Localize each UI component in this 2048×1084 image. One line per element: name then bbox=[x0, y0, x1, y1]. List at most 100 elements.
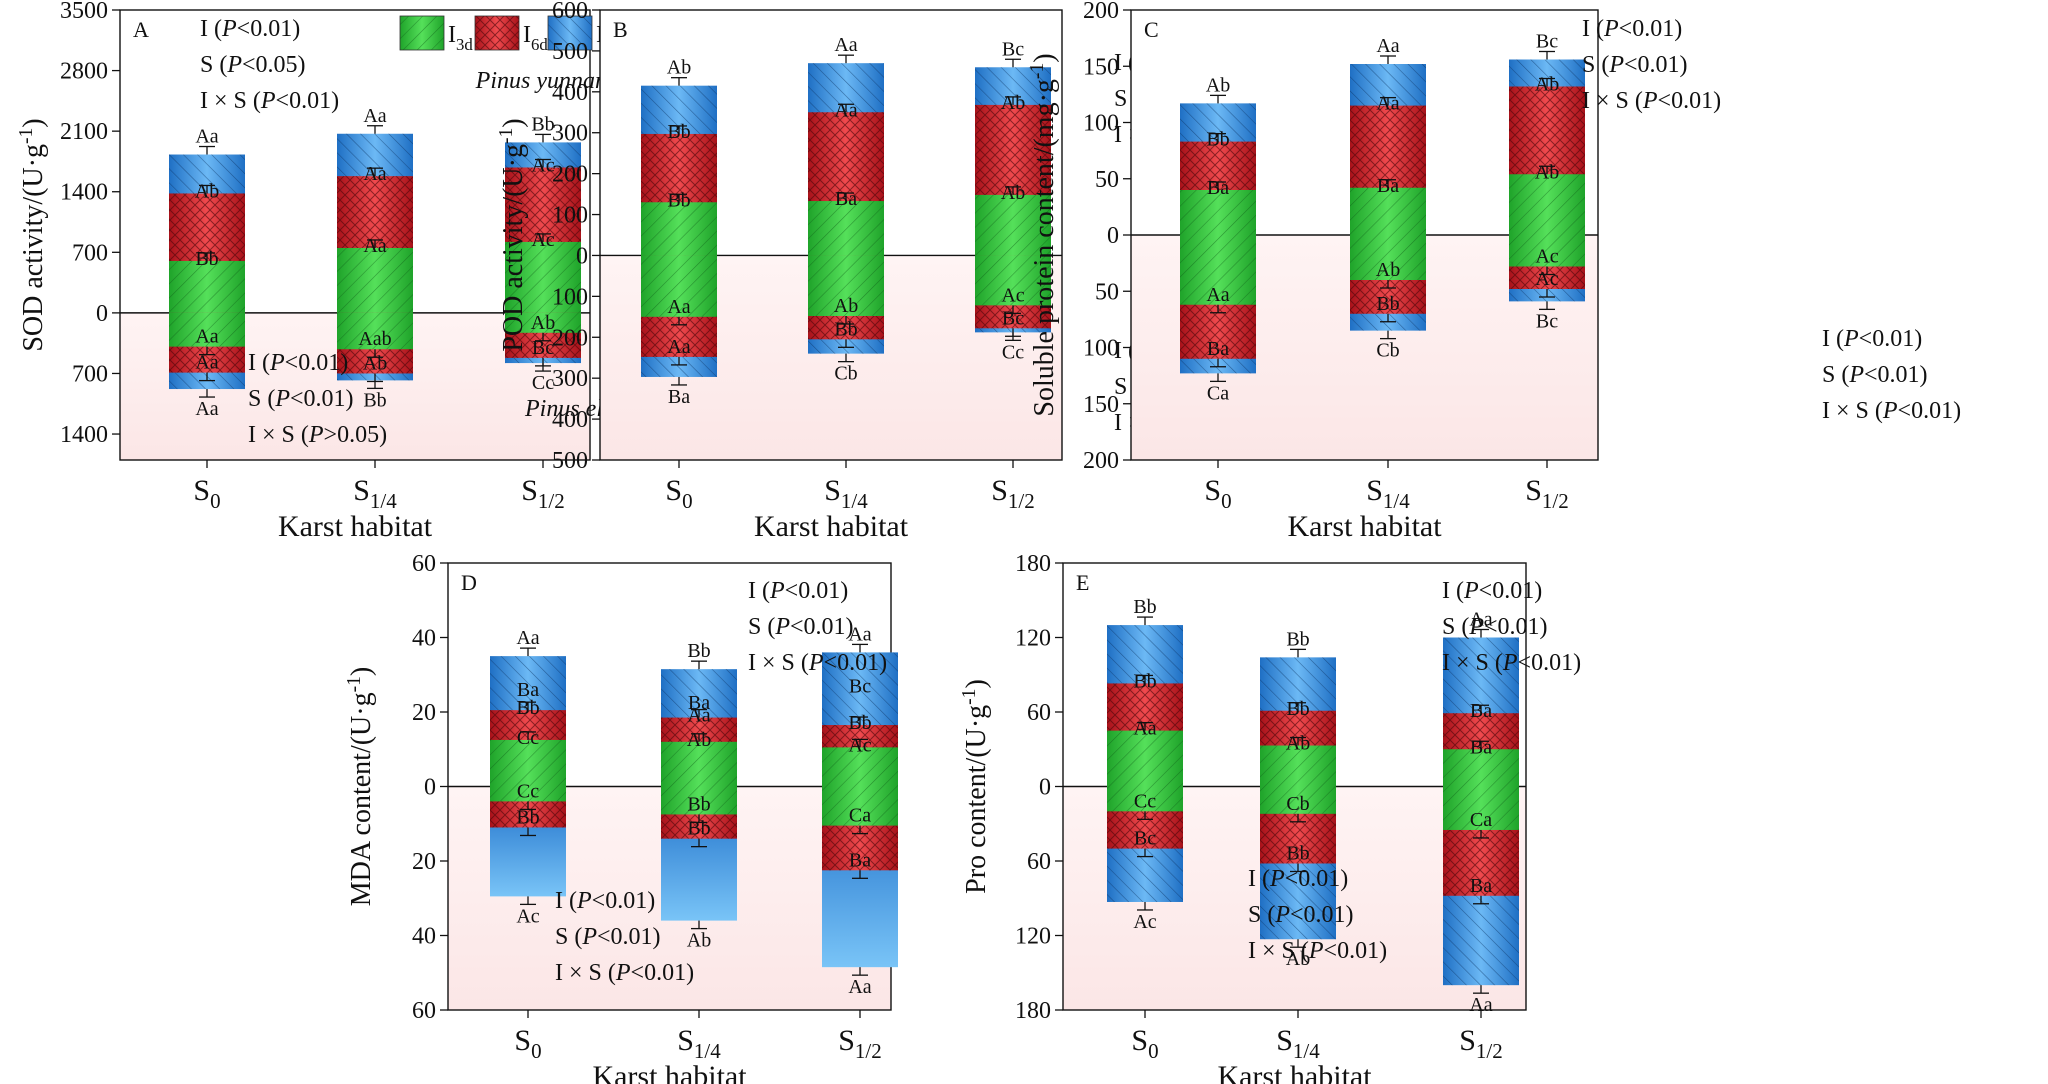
sig-letter-top: Aa bbox=[1469, 609, 1492, 631]
sig-letter-top: Ab bbox=[1535, 74, 1559, 96]
y-tick-label: 300 bbox=[552, 366, 588, 392]
bar-bottom-hatch-i3d bbox=[822, 786, 898, 826]
sig-letter-bottom: Bc bbox=[1002, 307, 1024, 329]
sig-letter-bottom: Aa bbox=[1206, 284, 1229, 306]
sig-letter-top: Ab bbox=[1001, 182, 1025, 204]
sig-letter-bottom: Cb bbox=[834, 363, 857, 385]
sig-letter-bottom: Ab bbox=[687, 930, 711, 952]
bar-bottom-hatch-i3d bbox=[1260, 786, 1336, 814]
bar-top-hatch-i3d bbox=[1107, 730, 1183, 787]
sig-letter-bottom: Ab bbox=[834, 295, 858, 317]
sig-letter-bottom: Bb bbox=[516, 806, 539, 828]
sig-letter-bottom: Ac bbox=[1133, 911, 1156, 933]
sig-letter-bottom: Ca bbox=[849, 805, 871, 827]
y-tick-label: 120 bbox=[1015, 924, 1051, 950]
panel-e: 180 120 60 0 60 120 180 Pro content/(U·g-1) S0 S1… bbox=[959, 551, 1581, 1084]
y-tick-label: 180 bbox=[1015, 998, 1051, 1024]
stats-top: I (P<0.01) S (P<0.05) I × S (P<0.01) bbox=[200, 16, 339, 114]
sig-letter-bottom: Aa bbox=[1469, 994, 1492, 1016]
bar-top-hatch-i3d bbox=[822, 747, 898, 787]
sig-letter-bottom: Ab bbox=[531, 312, 555, 334]
sig-letter-bottom: Bb bbox=[834, 318, 857, 340]
x-tick-label-s1-2: S1/2 bbox=[1459, 1024, 1503, 1063]
x-axis-label: Karst habitat bbox=[1217, 1060, 1372, 1084]
panel-letter: D bbox=[461, 570, 477, 595]
bar-group-s0: Cc Cc Bb Bb Aa Ac Ba bbox=[490, 627, 566, 927]
y-tick-label: 200 bbox=[1083, 448, 1119, 474]
x-tick-label-s1-2: S1/2 bbox=[838, 1024, 882, 1063]
x-tick-label-s0: S0 bbox=[1204, 474, 1231, 513]
bar-top-hatch-i3d bbox=[661, 741, 737, 787]
y-tick-label: 0 bbox=[1107, 223, 1119, 249]
sig-letter-top: Bb bbox=[195, 248, 218, 270]
sig-letter-top: Aa bbox=[834, 34, 857, 56]
y-tick-label: 0 bbox=[1039, 775, 1051, 801]
stat-bottom-line: S (P<0.01) bbox=[1248, 902, 1354, 928]
x-tick-label-s1-2: S1/2 bbox=[1525, 474, 1569, 513]
bar-top-hatch-i3d bbox=[1509, 174, 1585, 235]
stat-top-line: I × S (P<0.01) bbox=[200, 88, 339, 114]
plot-frame bbox=[119, 9, 591, 461]
y-tick-label: 500 bbox=[552, 39, 588, 65]
sig-letter-top: Bc bbox=[1002, 38, 1024, 60]
stats-top: I (P<0.01) S (P<0.01) I × S (P<0.01) bbox=[748, 578, 887, 676]
bar-bottom-hatch-i3d bbox=[1443, 786, 1519, 830]
y-tick-label: 600 bbox=[552, 0, 588, 24]
stat-top-line: I × S (P<0.01) bbox=[748, 650, 887, 676]
y-tick-label: 20 bbox=[412, 700, 436, 726]
bar-top-hatch-i3d bbox=[505, 241, 581, 313]
sig-letter-bottom: Cb bbox=[1286, 793, 1309, 815]
y-tick-label: 2100 bbox=[60, 119, 108, 145]
sig-letter-top: Bb bbox=[1206, 129, 1229, 151]
sig-letter-top: Ac bbox=[531, 229, 554, 251]
x-tick-label-s0: S0 bbox=[1131, 1024, 1158, 1063]
stat-top-line: S (P<0.01) bbox=[1442, 614, 1548, 640]
stat-top-line: I (P<0.01) bbox=[748, 578, 848, 604]
bar-group-s1-4: Ab Cb Bb Bb Bb Ab bbox=[1260, 628, 1336, 970]
y-tick-label: 500 bbox=[552, 448, 588, 474]
bar-top-hatch-i3d bbox=[337, 247, 413, 313]
y-tick-label: 50 bbox=[1095, 279, 1119, 305]
sig-letter-bottom: Ac bbox=[1535, 268, 1558, 290]
stat-top-line: I (P<0.01) bbox=[1582, 16, 1682, 42]
y-tick-label: 0 bbox=[424, 775, 436, 801]
sig-letter-top: Bb bbox=[687, 640, 710, 662]
x-tick-label-s1-4: S1/4 bbox=[353, 474, 397, 513]
stats-top: I (P<0.01) S (P<0.01) I × S (P<0.01) bbox=[1582, 16, 1721, 114]
stat-bottom-line: I × S (P<0.01) bbox=[1822, 398, 1961, 424]
stat-bottom-line: S (P<0.01) bbox=[248, 386, 354, 412]
sig-letter-top: Ac bbox=[848, 734, 871, 756]
y-tick-label: 1400 bbox=[60, 180, 108, 206]
stat-bottom-line: S (P<0.01) bbox=[555, 924, 661, 950]
sig-letter-bottom: Cc bbox=[532, 372, 554, 394]
y-tick-label: 120 bbox=[1015, 626, 1051, 652]
bar-group-s1-4: Ba Ab Aa Bb Aa Cb bbox=[808, 34, 884, 385]
sig-letter-bottom: Ba bbox=[1470, 875, 1492, 897]
stat-bottom-line: I (P<0.01) bbox=[1248, 866, 1348, 892]
sig-letter-bottom: Bb bbox=[687, 818, 710, 840]
y-tick-label: 700 bbox=[72, 240, 108, 266]
y-tick-label: 100 bbox=[552, 284, 588, 310]
bar-bottom-hatch-i3d bbox=[975, 255, 1051, 306]
plot-frame bbox=[599, 9, 1063, 461]
y-tick-label: 200 bbox=[1083, 0, 1119, 24]
sig-letter-top: Ba bbox=[835, 188, 857, 210]
panel-c: 200 150 100 50 0 50 100 150 200 Soluble protein c… bbox=[1027, 0, 1961, 543]
bar-top-hatch-i3d bbox=[975, 194, 1051, 256]
bar-bottom-hatch-i3d bbox=[661, 786, 737, 815]
bar-bottom-hatch-i3d bbox=[641, 255, 717, 317]
sig-letter-bottom: Aa bbox=[195, 398, 218, 420]
bar-top-hatch-i3d bbox=[641, 202, 717, 256]
y-tick-label: 60 bbox=[1027, 849, 1051, 875]
sig-letter-bottom: Aa bbox=[667, 296, 690, 318]
y-tick-label: 180 bbox=[1015, 551, 1051, 577]
x-axis-label: Karst habitat bbox=[278, 510, 433, 543]
bar-group-s1-2: Ac Ca Bb Ba Aa Aa Bc bbox=[822, 623, 898, 998]
sig-letter-top-extra: Bc bbox=[849, 675, 871, 697]
x-axis-label: Karst habitat bbox=[1287, 510, 1442, 543]
sig-letter-top: Bb bbox=[848, 712, 871, 734]
y-tick-label: 100 bbox=[552, 203, 588, 229]
y-tick-label: 300 bbox=[552, 121, 588, 147]
y-tick-label: 40 bbox=[412, 924, 436, 950]
sig-letter-top: Bb bbox=[531, 113, 554, 135]
